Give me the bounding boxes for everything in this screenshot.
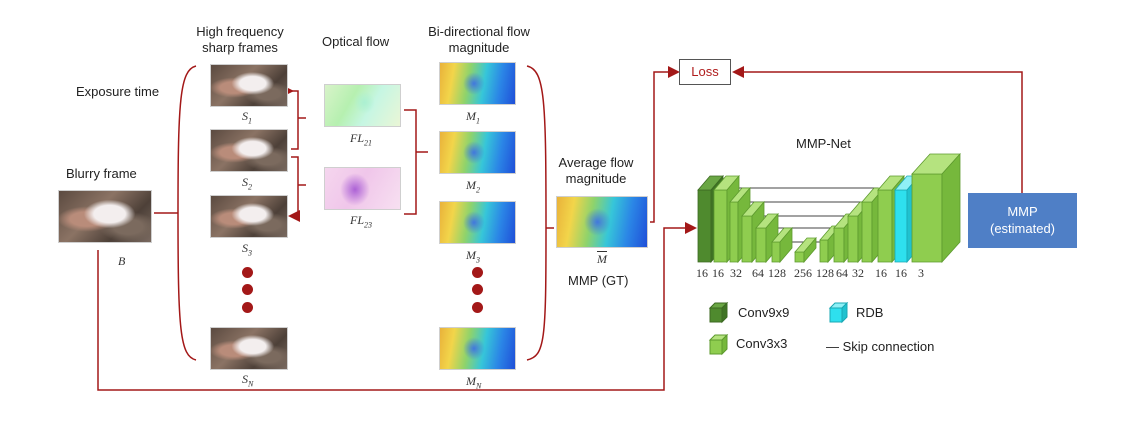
magnitude-3-label: M3 xyxy=(466,248,480,265)
blurry-to-net-arrow xyxy=(97,222,697,391)
ellipsis-dot xyxy=(242,302,253,313)
conv3-legend-label: Conv3x3 xyxy=(736,336,788,351)
magnitude-2-label: M2 xyxy=(466,178,480,195)
channel-count: 32 xyxy=(730,266,742,280)
channel-count: 32 xyxy=(852,266,864,280)
blurry-symbol: B xyxy=(118,254,126,268)
net-block-rdb xyxy=(894,189,908,263)
channel-count: 64 xyxy=(752,266,764,280)
header-bidirectional: Bi-directional flow magnitude xyxy=(428,24,530,55)
channel-count: 16 xyxy=(895,266,907,280)
mmp-net-title: MMP-Net xyxy=(796,136,851,151)
ellipsis-dot xyxy=(472,284,483,295)
average-flow-image xyxy=(556,196,648,248)
net-block-conv3 xyxy=(713,189,728,263)
conv9-legend-icon xyxy=(708,302,729,324)
conv9-legend-label: Conv9x9 xyxy=(738,305,790,320)
ellipsis-dot xyxy=(242,284,253,295)
channel-count: 256 xyxy=(794,266,812,280)
sharp-frame-n xyxy=(210,327,288,370)
magnitude-n xyxy=(439,327,516,370)
channel-count: 128 xyxy=(768,266,786,280)
frames-left-bracket xyxy=(177,65,197,361)
optical-flow-21 xyxy=(324,84,401,127)
gt-to-loss-arrow xyxy=(650,66,680,223)
skip-connection-legend: — Skip connection xyxy=(826,339,935,354)
net-block-conv3 xyxy=(819,239,829,263)
mmp-estimated-box: MMP (estimated) xyxy=(968,193,1077,248)
magnitude-2 xyxy=(439,131,516,174)
sharp-frame-2-label: S2 xyxy=(242,175,252,192)
sharp-frame-1 xyxy=(210,64,288,107)
channel-count: 64 xyxy=(836,266,848,280)
net-block-conv3 xyxy=(833,227,845,263)
sharp-frame-3 xyxy=(210,195,288,238)
header-high-frequency: High frequency sharp frames xyxy=(196,24,284,55)
net-block-conv3 xyxy=(877,189,893,263)
net-block-conv3 xyxy=(847,215,859,263)
net-block-conv9 xyxy=(697,189,712,263)
net-block-conv3 xyxy=(861,201,873,263)
optical-flow-23 xyxy=(324,167,401,210)
optical-flow-21-label: FL21 xyxy=(350,131,373,148)
header-optical-flow: Optical flow xyxy=(322,34,390,49)
magnitudes-right-bracket xyxy=(526,65,547,361)
optical-flow-23-label: FL23 xyxy=(350,213,373,230)
mmp-net xyxy=(697,152,961,264)
average-flow-symbol: M xyxy=(597,252,607,266)
s1-s2-bracket xyxy=(282,85,299,150)
net-block-conv3 xyxy=(741,215,753,263)
rdb-legend-label: RDB xyxy=(856,305,884,320)
exposure-time-label: Exposure time xyxy=(76,84,160,99)
ellipsis-dot xyxy=(472,302,483,313)
net-block-conv3 xyxy=(755,227,767,263)
channel-count: 16 xyxy=(696,266,708,280)
blurry-frame-image xyxy=(58,190,152,243)
net-block-conv3 xyxy=(771,241,781,263)
ellipsis-dot xyxy=(472,267,483,278)
estimated-to-loss-arrow xyxy=(732,66,1023,193)
channel-count: 16 xyxy=(712,266,724,280)
magnitude-n-label: MN xyxy=(466,374,482,391)
channel-count: 128 xyxy=(816,266,834,280)
net-block-conv3 xyxy=(729,201,739,263)
conv3-legend-icon xyxy=(708,334,729,356)
channel-count: 3 xyxy=(918,266,924,280)
sharp-frame-n-label: SN xyxy=(242,372,254,389)
blurry-frame-label: Blurry frame xyxy=(66,166,137,181)
magnitude-1-label: M1 xyxy=(466,109,480,126)
ellipsis-dot xyxy=(242,267,253,278)
net-block-conv3big xyxy=(911,173,943,263)
rdb-legend-icon xyxy=(828,302,849,324)
channel-count: 16 xyxy=(875,266,887,280)
s2-s3-bracket xyxy=(288,156,300,222)
sharp-frame-3-label: S3 xyxy=(242,241,252,258)
sharp-frame-1-label: S1 xyxy=(242,109,252,126)
magnitude-1 xyxy=(439,62,516,105)
mmp-gt-label: MMP (GT) xyxy=(568,273,629,288)
average-flow-label: Average flow magnitude xyxy=(558,155,634,186)
optical-flow-bracket xyxy=(404,109,417,215)
sharp-frame-2 xyxy=(210,129,288,172)
loss-box: Loss xyxy=(679,59,731,85)
magnitude-3 xyxy=(439,201,516,244)
net-block-conv3 xyxy=(794,251,805,263)
